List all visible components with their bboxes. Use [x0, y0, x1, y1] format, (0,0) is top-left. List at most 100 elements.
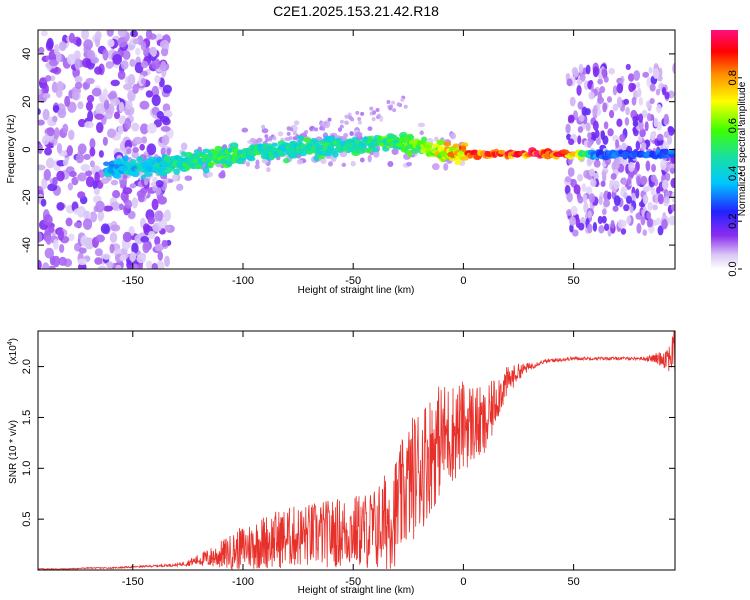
- spectrogram-cell: [354, 131, 363, 138]
- spectrogram-cell: [282, 157, 290, 164]
- spectrogram-cell: [107, 92, 117, 100]
- spectrogram-cell: [57, 228, 65, 241]
- spectrogram-y-axis: -40 -20 0 20 40: [21, 48, 675, 253]
- spectrogram-cell: [130, 170, 140, 178]
- spectrogram-cell: [350, 160, 356, 167]
- spectrogram-cell: [627, 73, 635, 82]
- spectrogram-cell: [75, 37, 82, 47]
- spectrogram-cell: [349, 131, 354, 137]
- spectrogram-cell: [53, 238, 59, 251]
- spectrogram-cell: [631, 83, 637, 91]
- spectrogram-cell: [670, 178, 675, 189]
- spectrogram-cell: [324, 122, 329, 127]
- spectrogram-cell: [635, 140, 641, 151]
- spectrogram-cell: [95, 103, 105, 115]
- spectrogram-cell: [601, 170, 607, 177]
- spectrogram-cell: [569, 215, 576, 226]
- spectrogram-cell: [148, 33, 157, 40]
- spectrogram-cell: [85, 77, 95, 85]
- spectrogram-cell: [577, 222, 585, 231]
- spectrogram-cell: [619, 133, 626, 143]
- spectrogram-cell: [272, 136, 277, 141]
- spectrogram-cell: [51, 81, 58, 94]
- spectrogram-x-label: Height of straight line (km): [298, 285, 415, 296]
- spectrogram-cell: [460, 145, 467, 152]
- spectrogram-cell: [581, 183, 587, 192]
- spectrogram-cell: [672, 62, 675, 74]
- spectrogram-cell: [110, 179, 119, 186]
- spectrogram-cell: [568, 138, 575, 146]
- spectrogram-cell: [615, 139, 620, 149]
- svg-text:(x104): (x104): [7, 338, 19, 365]
- spectrogram-cell: [184, 175, 193, 181]
- spectrogram-cell: [654, 193, 659, 204]
- spectrogram-cell: [77, 172, 87, 182]
- spectrogram-cell: [84, 170, 93, 177]
- spectrogram-cell: [277, 131, 284, 137]
- spectrogram-cell: [102, 48, 109, 61]
- spectrogram-cell: [569, 223, 574, 233]
- spectrogram-cell: [41, 262, 50, 269]
- spectrogram-cell: [406, 161, 413, 167]
- spectrogram-cell: [661, 218, 668, 230]
- spectrogram-cell: [638, 97, 643, 106]
- spectrogram-cell: [130, 30, 138, 38]
- spectrogram-cell: [140, 60, 149, 69]
- spectrogram-cell: [145, 90, 153, 98]
- spectrogram-cell: [309, 126, 314, 131]
- spectrogram-cell: [587, 223, 593, 234]
- spectrogram-cell: [85, 176, 95, 188]
- spectrogram-cell: [421, 136, 428, 143]
- spectrogram-cell: [603, 121, 609, 130]
- spectrogram-cell: [96, 122, 104, 134]
- spectrogram-cell: [567, 167, 575, 177]
- spectrogram-cell: [339, 124, 344, 129]
- spectrogram-cell: [113, 173, 122, 179]
- spectrogram-cell: [650, 187, 656, 196]
- spectrogram-cell: [45, 235, 52, 246]
- spectrogram-cell: [118, 101, 125, 113]
- spectrogram-cell: [391, 148, 399, 156]
- spectrogram-cell: [667, 149, 675, 155]
- spectrogram-cell: [400, 97, 405, 102]
- spectrogram-cell: [587, 80, 592, 90]
- spectrogram-cell: [436, 139, 445, 146]
- spectrogram-cell: [117, 30, 128, 38]
- snr-multiplier-close: ): [8, 338, 19, 341]
- spectrogram-cell: [77, 258, 88, 266]
- spectrogram-cell: [327, 117, 332, 122]
- colorbar-tick-label: 0.2: [727, 214, 739, 229]
- spectrogram-cell: [161, 239, 168, 248]
- spectrogram-cell: [576, 79, 583, 86]
- spectrogram-cell: [637, 135, 643, 143]
- spectrogram-cell: [636, 223, 642, 234]
- spectrogram-cell: [585, 186, 593, 195]
- spectrogram-cell: [249, 137, 256, 143]
- spectrogram-cell: [264, 134, 269, 139]
- spectrogram-cell: [371, 147, 380, 153]
- spectrogram-cell: [38, 259, 42, 269]
- spectrogram-cell: [52, 115, 58, 123]
- spectrogram-cell: [594, 129, 600, 138]
- spectrogram-cell: [288, 136, 293, 141]
- spectrogram-cell: [150, 182, 157, 187]
- spectrogram-cell: [129, 251, 137, 262]
- spectrogram-cell: [140, 174, 146, 180]
- spectrogram-cell: [82, 218, 93, 230]
- spectrogram-cell: [670, 204, 675, 211]
- spectrogram-cell: [110, 97, 121, 107]
- spectrogram-cell: [162, 84, 172, 94]
- spectrogram-cell: [577, 135, 582, 145]
- spectrogram-cell: [77, 101, 84, 110]
- spectrogram-cell: [94, 248, 103, 257]
- y-tick-label: 2.0: [21, 359, 33, 374]
- spectrogram-cell: [202, 166, 210, 174]
- spectrogram-cell: [151, 262, 158, 269]
- spectrogram-cell: [42, 108, 50, 121]
- spectrogram-cell: [261, 158, 269, 164]
- spectrogram-cell: [603, 223, 610, 231]
- spectrogram-cell: [664, 91, 670, 100]
- spectrogram-cell: [113, 111, 121, 120]
- snr-panel: -150 -100 -50 0 50 0.5 1.0 1.5 2.0 Height of st…: [7, 330, 676, 596]
